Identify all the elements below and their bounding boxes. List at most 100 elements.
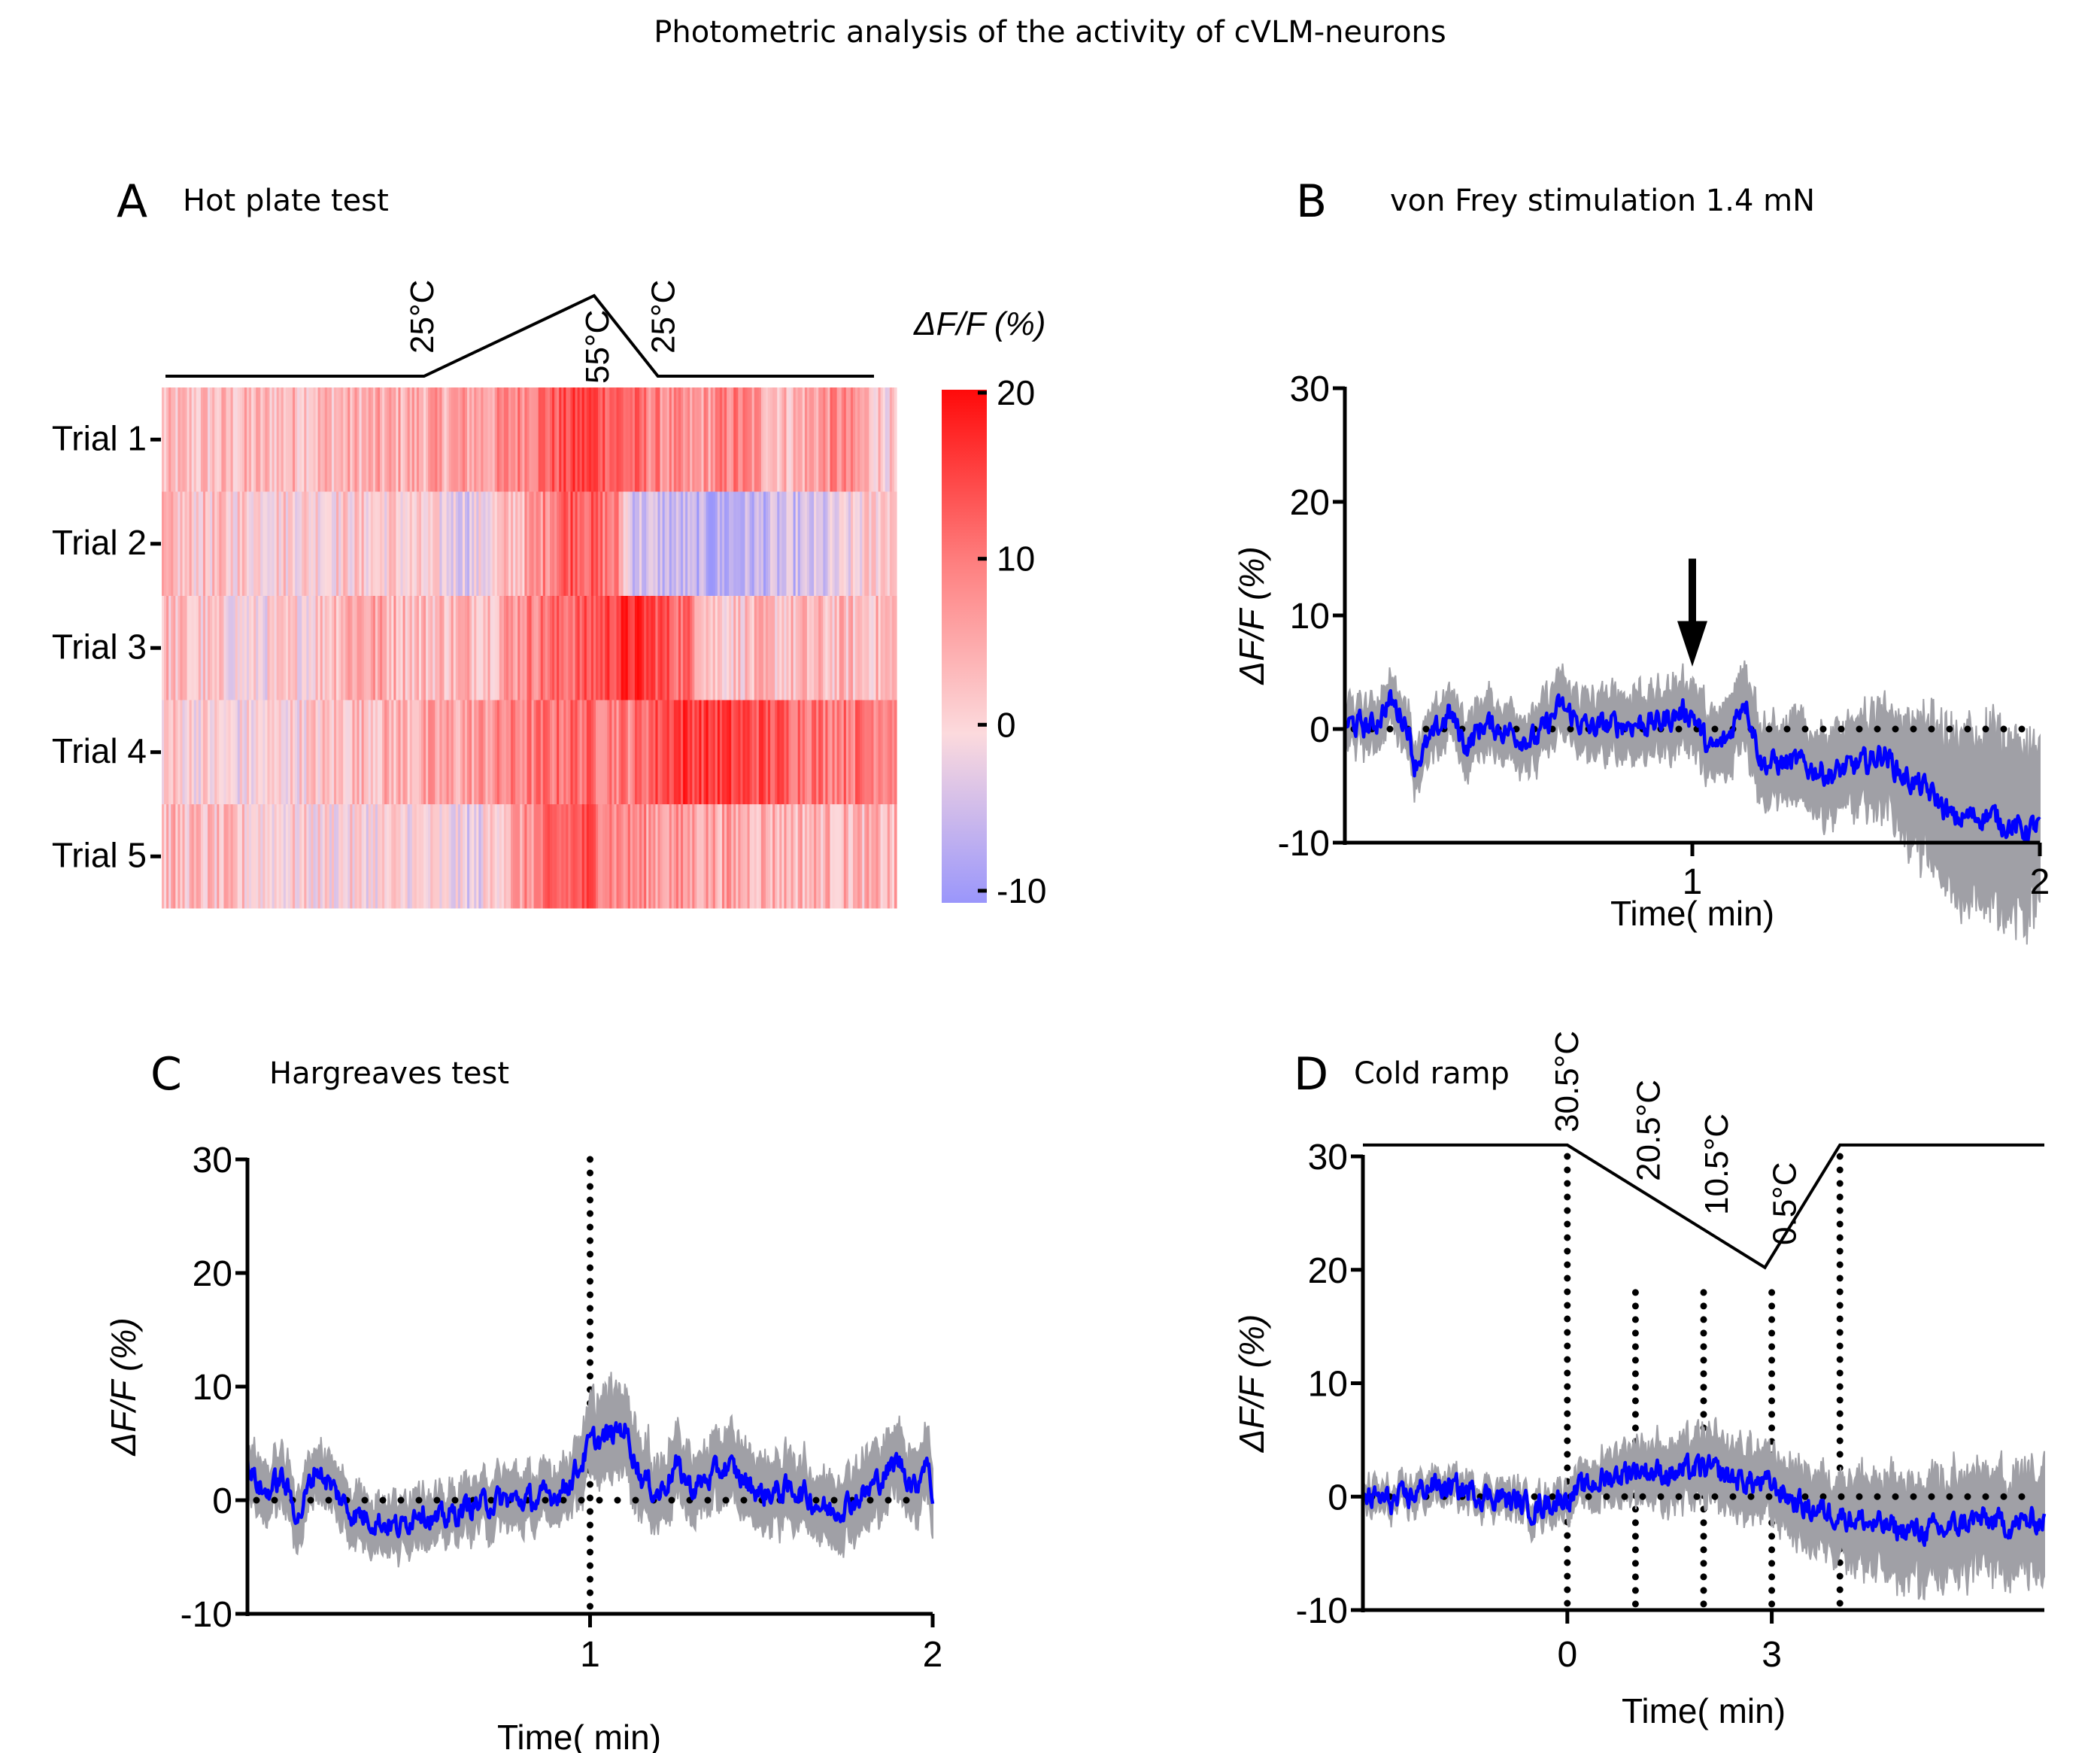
heatmap-cell [634, 804, 638, 909]
heatmap-cell [729, 491, 732, 596]
heatmap-cell [575, 804, 578, 909]
heatmap-cell [370, 700, 374, 804]
heatmap-cell [586, 387, 590, 492]
heatmap-cell [416, 804, 420, 909]
heatmap-cell [570, 700, 574, 804]
heatmap-cell [267, 700, 271, 804]
heatmap-cell [602, 387, 605, 492]
heatmap-cell [476, 491, 479, 596]
heatmap-cell [193, 700, 197, 804]
heatmap-cell [866, 804, 869, 909]
heatmap-cell [625, 387, 629, 492]
heatmap-cell [265, 804, 269, 909]
heatmap-cell [492, 804, 496, 909]
heatmap-cell [175, 596, 178, 700]
heatmap-cell [341, 804, 344, 909]
heatmap-cell [812, 491, 815, 596]
heatmap-cell [384, 700, 387, 804]
heatmap-cell [605, 596, 608, 700]
heatmap-cell [168, 804, 171, 909]
heatmap-cell [483, 804, 487, 909]
heatmap-cell [361, 596, 365, 700]
heatmap-cell [706, 700, 709, 804]
heatmap-cell [887, 491, 891, 596]
heatmap-cell [784, 491, 788, 596]
heatmap-cell [657, 700, 661, 804]
heatmap-cell [208, 491, 211, 596]
heatmap-cell [770, 700, 773, 804]
heatmap-cell [260, 596, 263, 700]
heatmap-cell [538, 596, 542, 700]
heatmap-cell [821, 387, 824, 492]
heatmap-cell [768, 596, 771, 700]
heatmap-cell [549, 491, 553, 596]
heatmap-cell [219, 387, 222, 492]
heatmap-cell [717, 804, 721, 909]
heatmap-cell [191, 491, 195, 596]
heatmap-cell [260, 804, 263, 909]
heatmap-cell [219, 700, 222, 804]
heatmap-cell [304, 491, 307, 596]
heatmap-cell [485, 804, 489, 909]
heatmap-cell [435, 596, 438, 700]
heatmap-cell [428, 596, 431, 700]
heatmap-cell [368, 700, 372, 804]
heatmap-cell [795, 387, 799, 492]
heatmap-cell [740, 596, 744, 700]
heatmap-cell [299, 387, 302, 492]
heatmap-cell [249, 700, 252, 804]
heatmap-cell [407, 387, 411, 492]
heatmap-cell [322, 596, 326, 700]
heatmap-cell [699, 804, 703, 909]
heatmap-cell [687, 491, 690, 596]
heatmap-cell [644, 596, 647, 700]
heatmap-cell [891, 596, 895, 700]
y-tick-label: 10 [1290, 597, 1330, 636]
heatmap-cell [561, 387, 564, 492]
heatmap-cell [432, 596, 435, 700]
heatmap-cell [414, 700, 417, 804]
heatmap-cell [501, 387, 505, 492]
heatmap-cell [400, 491, 404, 596]
heatmap-cell [205, 387, 208, 492]
heatmap-cell [712, 596, 716, 700]
heatmap-cell [823, 387, 826, 492]
heatmap-cell [499, 596, 502, 700]
heatmap-cell [393, 804, 397, 909]
heatmap-cell [293, 387, 296, 492]
heatmap-cell [472, 387, 475, 492]
heatmap-cell [708, 596, 712, 700]
heatmap-cell [368, 804, 372, 909]
heatmap-cell [731, 596, 734, 700]
heatmap-cell [235, 491, 238, 596]
heatmap-cell [338, 387, 341, 492]
heatmap-cell [637, 491, 640, 596]
heatmap-cell [354, 491, 358, 596]
heatmap-cell [818, 596, 821, 700]
heatmap-cell [387, 596, 390, 700]
heatmap-cell [446, 804, 450, 909]
heatmap-cell [336, 596, 339, 700]
heatmap-cell [777, 491, 780, 596]
heatmap-cell [795, 700, 799, 804]
heatmap-cell [876, 387, 879, 492]
heatmap-cell [850, 804, 854, 909]
heatmap-cell [616, 804, 620, 909]
heatmap-cell [600, 596, 603, 700]
heatmap-cell [729, 804, 732, 909]
heatmap-cell [384, 804, 387, 909]
heatmap-cell [462, 387, 466, 492]
heatmap-cell [812, 700, 815, 804]
heatmap-cell [472, 491, 475, 596]
heatmap-cell [621, 700, 624, 804]
heatmap-cell [363, 387, 367, 492]
heatmap-cell [549, 804, 553, 909]
heatmap-cell [690, 700, 693, 804]
heatmap-cell [554, 804, 557, 909]
heatmap-cell [239, 700, 243, 804]
heatmap-cell [781, 491, 784, 596]
heatmap-cell [814, 491, 817, 596]
heatmap-cell [809, 387, 812, 492]
y-tick-label: 30 [1290, 369, 1330, 409]
heatmap-cell [806, 387, 810, 492]
